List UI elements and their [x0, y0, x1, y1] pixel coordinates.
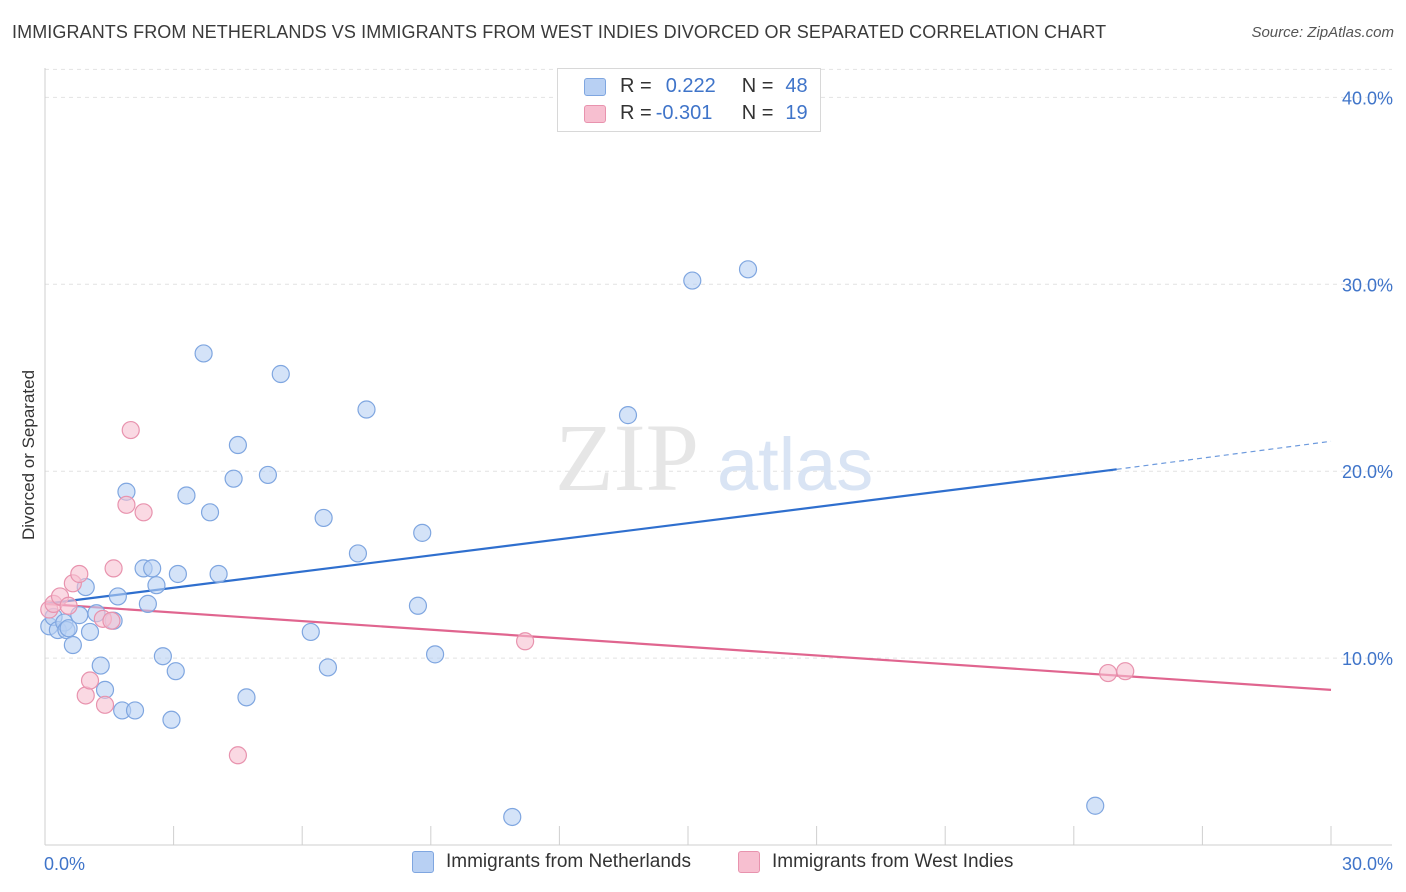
netherlands-point: [91, 656, 110, 675]
netherlands-point: [348, 544, 368, 563]
watermark-atlas: atlas: [717, 423, 873, 506]
series-legend-netherlands: Immigrants from Netherlands: [412, 851, 691, 873]
data-points: [40, 260, 1135, 827]
netherlands-point: [209, 564, 228, 584]
netherlands-trend-extension: [1116, 440, 1332, 470]
west-indies-point: [70, 564, 89, 584]
netherlands-point: [153, 647, 172, 666]
west-indies-point: [104, 559, 123, 578]
legend-swatch-pink: [584, 104, 606, 123]
netherlands-point: [258, 465, 278, 485]
series-legend: Immigrants from Netherlands Immigrants f…: [0, 851, 1406, 877]
netherlands-point: [357, 400, 376, 419]
netherlands-point: [224, 469, 243, 488]
legend-r-label: R =: [620, 75, 652, 97]
netherlands-point: [408, 596, 428, 615]
y-axis-label: Divorced or Separated: [19, 370, 38, 540]
netherlands-point: [318, 658, 338, 677]
netherlands-point: [177, 486, 196, 505]
west-indies-point: [117, 495, 136, 514]
netherlands-point: [63, 635, 82, 655]
west-indies-point: [1116, 662, 1135, 681]
x-tick-labels: 0.0% 30.0%: [44, 854, 1393, 874]
series-name-west-indies: Immigrants from West Indies: [772, 851, 1014, 872]
netherlands-point: [301, 622, 320, 642]
legend-n-label: N =: [741, 102, 774, 124]
series-swatch-blue: [412, 851, 434, 873]
gridlines: [45, 68, 1392, 659]
netherlands-point: [125, 701, 145, 720]
series-swatch-pink: [738, 851, 760, 873]
y-tick-label: 20.0%: [1342, 462, 1393, 482]
legend-r-label: R =: [620, 102, 652, 124]
west-indies-point: [102, 611, 121, 630]
netherlands-point: [138, 594, 157, 613]
legend-r-value: 0.222: [665, 75, 716, 97]
legend-row-netherlands: R = 0.222 N = 48: [558, 73, 808, 100]
netherlands-point: [162, 710, 181, 729]
netherlands-point: [738, 260, 758, 279]
netherlands-point: [200, 503, 220, 522]
west-indies-point: [228, 746, 247, 765]
netherlands-point: [618, 406, 638, 425]
netherlands-point: [314, 508, 333, 528]
netherlands-point: [80, 622, 100, 642]
legend-n-label: N =: [741, 75, 774, 97]
legend-row-west-indies: R = -0.301 N = 19: [558, 100, 808, 127]
y-tick-labels: 10.0% 20.0% 30.0% 40.0%: [1342, 88, 1393, 669]
west-indies-trend-line: [44, 602, 1332, 691]
chart-title: IMMIGRANTS FROM NETHERLANDS VS IMMIGRANT…: [12, 22, 1107, 42]
netherlands-point: [425, 645, 445, 664]
axes: [44, 68, 1392, 846]
netherlands-point: [168, 564, 187, 584]
legend-n-value: 19: [785, 102, 808, 124]
netherlands-point: [1086, 796, 1105, 815]
x-tick-label: 0.0%: [44, 854, 85, 874]
y-tick-label: 10.0%: [1342, 649, 1393, 669]
legend-n-value: 48: [785, 75, 808, 97]
netherlands-point: [228, 435, 247, 455]
west-indies-point: [59, 596, 78, 615]
y-tick-label: 40.0%: [1342, 88, 1393, 108]
y-tick-label: 30.0%: [1342, 275, 1393, 295]
west-indies-point: [516, 632, 535, 651]
netherlands-point: [166, 662, 185, 681]
x-tick-label: 30.0%: [1342, 854, 1393, 874]
netherlands-point: [503, 807, 522, 827]
netherlands-point: [147, 576, 166, 595]
west-indies-point: [1098, 663, 1118, 683]
netherlands-point: [108, 587, 127, 606]
netherlands-point: [237, 688, 256, 707]
series-name-netherlands: Immigrants from Netherlands: [446, 851, 691, 872]
netherlands-point: [143, 559, 162, 578]
west-indies-point: [80, 671, 100, 690]
legend-r-value: -0.301: [655, 102, 713, 124]
netherlands-point: [271, 364, 290, 384]
west-indies-point: [121, 420, 140, 440]
west-indies-point: [95, 695, 115, 714]
netherlands-point: [413, 523, 432, 542]
watermark: ZIP atlas: [555, 404, 873, 511]
netherlands-point: [194, 344, 213, 363]
netherlands-point: [683, 271, 702, 290]
netherlands-point: [59, 619, 78, 638]
source-credit: Source: ZipAtlas.com: [1251, 24, 1394, 41]
west-indies-point: [134, 503, 153, 522]
legend-swatch-blue: [584, 77, 606, 96]
west-indies-point: [76, 686, 95, 705]
series-legend-west-indies: Immigrants from West Indies: [738, 851, 1013, 873]
correlation-legend: R = 0.222 N = 48 R = -0.301 N = 19: [557, 68, 821, 132]
